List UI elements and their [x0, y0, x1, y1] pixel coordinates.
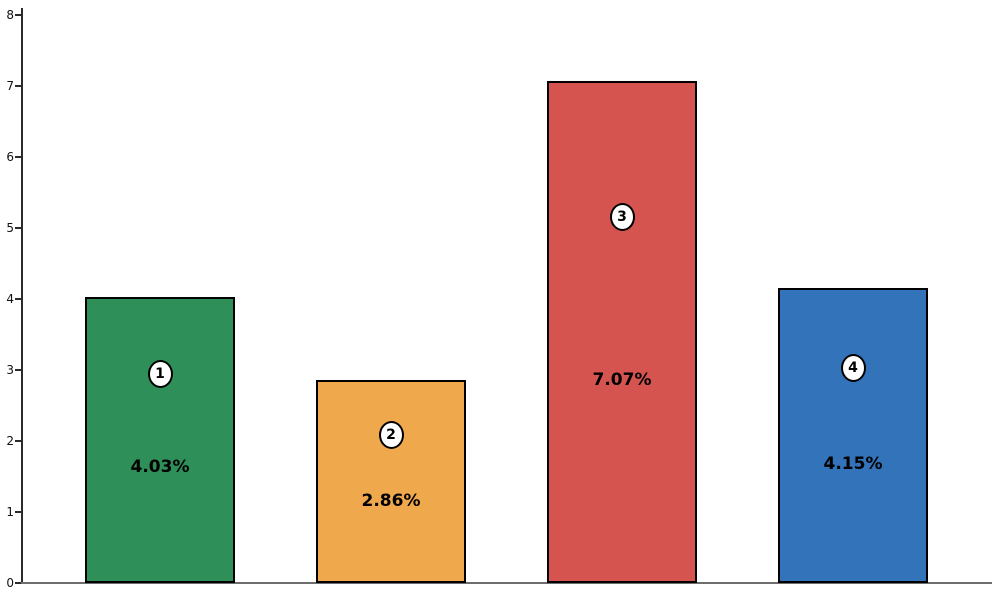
y-tick-mark [15, 298, 21, 300]
x-axis-spine [21, 582, 992, 584]
y-tick-label: 5 [6, 221, 14, 235]
y-tick-label: 8 [6, 8, 14, 22]
y-tick-mark [15, 156, 21, 158]
bar-value-label: 4.15% [823, 453, 883, 474]
y-axis-spine [21, 8, 23, 584]
bar [85, 296, 235, 583]
y-tick-mark [15, 85, 21, 87]
y-tick-mark [15, 369, 21, 371]
bar-number-badge: 3 [609, 202, 635, 231]
y-tick-mark [15, 227, 21, 229]
bar-value-label: 7.07% [592, 369, 652, 390]
bar-value-label: 4.03% [130, 457, 190, 478]
bar-number-badge: 1 [147, 360, 173, 389]
y-tick-label: 1 [6, 505, 14, 519]
bar-value-label: 2.86% [361, 490, 421, 511]
y-tick-label: 7 [6, 79, 14, 93]
y-tick-mark [15, 511, 21, 513]
y-tick-mark [15, 582, 21, 584]
y-tick-mark [15, 14, 21, 16]
bar [547, 81, 697, 583]
y-tick-label: 3 [6, 363, 14, 377]
bar [316, 379, 466, 583]
y-tick-label: 2 [6, 434, 14, 448]
bar [778, 288, 928, 583]
y-tick-label: 0 [6, 576, 14, 590]
bar-number-badge: 2 [378, 420, 404, 449]
y-tick-mark [15, 440, 21, 442]
y-tick-label: 4 [6, 292, 14, 306]
y-tick-label: 6 [6, 150, 14, 164]
bar-number-badge: 4 [840, 353, 866, 382]
